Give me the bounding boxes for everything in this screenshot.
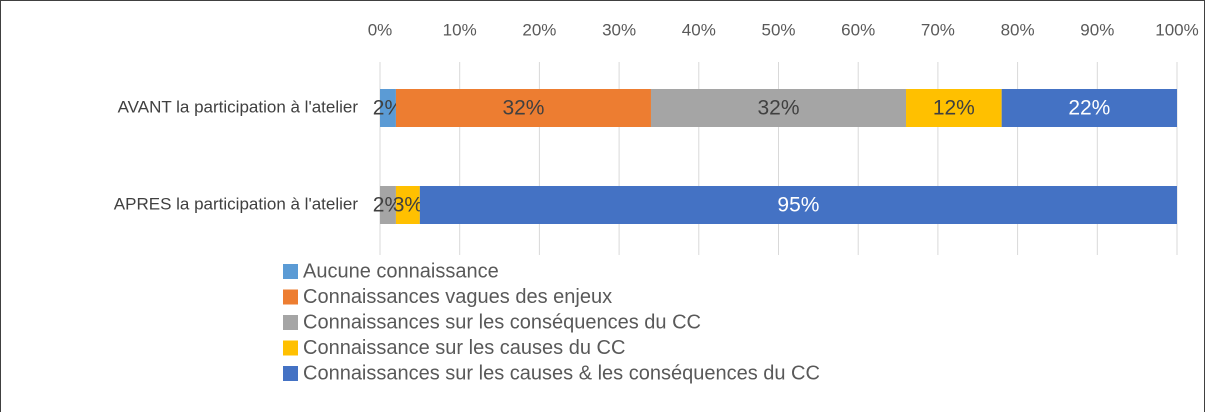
bar-segment [395, 89, 651, 127]
x-tick-label: 60% [841, 20, 875, 39]
legend-label: Connaissance sur les causes du CC [303, 337, 625, 359]
legend-swatch [283, 366, 298, 381]
x-tick-label: 30% [602, 20, 636, 39]
x-tick-label: 10% [443, 20, 477, 39]
data-label: 2% [373, 97, 403, 120]
x-tick-label: 40% [682, 20, 716, 39]
bar-segment [380, 186, 396, 224]
data-label: 12% [933, 97, 975, 120]
legend-label: Aucune connaissance [303, 260, 499, 282]
category-label: APRES la participation à l'atelier [114, 194, 359, 213]
legend-label: Connaissances sur les causes & les consé… [303, 362, 820, 384]
data-label: 32% [757, 97, 799, 120]
x-tick-label: 0% [368, 20, 393, 39]
bar-segment [380, 89, 396, 127]
legend-label: Connaissances sur les conséquences du CC [303, 311, 701, 333]
legend-swatch [283, 315, 298, 330]
bar-segment [1001, 89, 1177, 127]
x-tick-label: 80% [1001, 20, 1035, 39]
bar-segment [419, 186, 1178, 224]
data-label: 3% [393, 194, 423, 217]
data-label: 2% [373, 194, 403, 217]
x-tick-label: 100% [1155, 20, 1198, 39]
category-label: AVANT la participation à l'atelier [118, 97, 359, 116]
x-tick-label: 90% [1080, 20, 1114, 39]
legend-swatch [283, 340, 298, 356]
x-tick-label: 70% [921, 20, 955, 39]
data-label: 95% [777, 194, 819, 217]
x-tick-label: 50% [761, 20, 795, 39]
data-label: 32% [502, 97, 544, 120]
bar-segment [395, 186, 420, 224]
data-label: 22% [1068, 97, 1110, 120]
legend-swatch [283, 289, 298, 305]
legend-label: Connaissances vagues des enjeux [303, 286, 612, 308]
x-tick-label: 20% [522, 20, 556, 39]
bar-segment [906, 89, 1002, 127]
bar-segment [650, 89, 907, 127]
legend-swatch [283, 264, 298, 279]
